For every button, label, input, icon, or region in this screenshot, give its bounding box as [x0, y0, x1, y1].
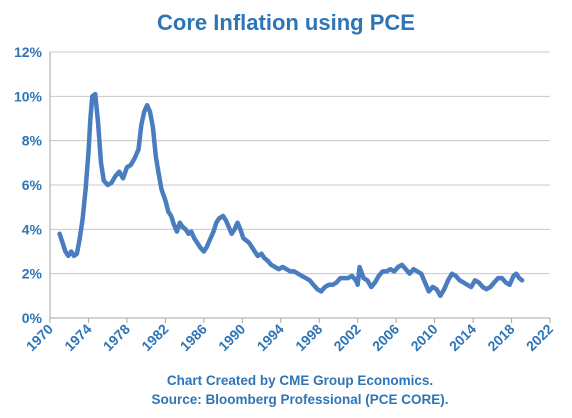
x-tick-label: 1986 [177, 321, 210, 354]
x-tick-label: 2022 [523, 321, 556, 354]
y-axis-tick-labels: 0% 2% 4% 6% 8% 10% 12% [14, 44, 43, 326]
source-line-2: Source: Bloomberg Professional (PCE CORE… [151, 392, 448, 407]
chart-title: Core Inflation using PCE [157, 10, 415, 35]
y-tick-label: 6% [22, 177, 43, 193]
y-tick-label: 12% [14, 44, 43, 60]
y-tick-label: 0% [22, 310, 43, 326]
source-line-1: Chart Created by CME Group Economics. [167, 373, 433, 388]
x-tick-label: 1994 [254, 321, 287, 354]
x-tick-label: 2014 [446, 321, 479, 354]
x-tick-label: 1990 [215, 321, 248, 354]
series-layer [57, 91, 525, 299]
x-tick-label: 2018 [484, 321, 517, 354]
y-tick-label: 10% [14, 88, 43, 104]
y-tick-label: 4% [22, 221, 43, 237]
x-tick-label: 1998 [292, 321, 325, 354]
x-tick-label: 2002 [330, 321, 363, 354]
gridlines [50, 51, 550, 275]
x-tick-label: 2010 [407, 321, 440, 354]
x-tick-label: 1974 [61, 321, 94, 354]
x-tick-label: 1982 [138, 321, 171, 354]
y-tick-label: 2% [22, 266, 43, 282]
series-line-0 [57, 91, 525, 299]
x-axis-tick-labels: 1970 1974 1978 1982 1986 1990 1994 1998 2002 2006… [23, 321, 556, 354]
x-tick-label: 2006 [369, 321, 402, 354]
axes [49, 52, 551, 323]
y-tick-label: 8% [22, 133, 43, 149]
x-tick-label: 1978 [100, 321, 133, 354]
